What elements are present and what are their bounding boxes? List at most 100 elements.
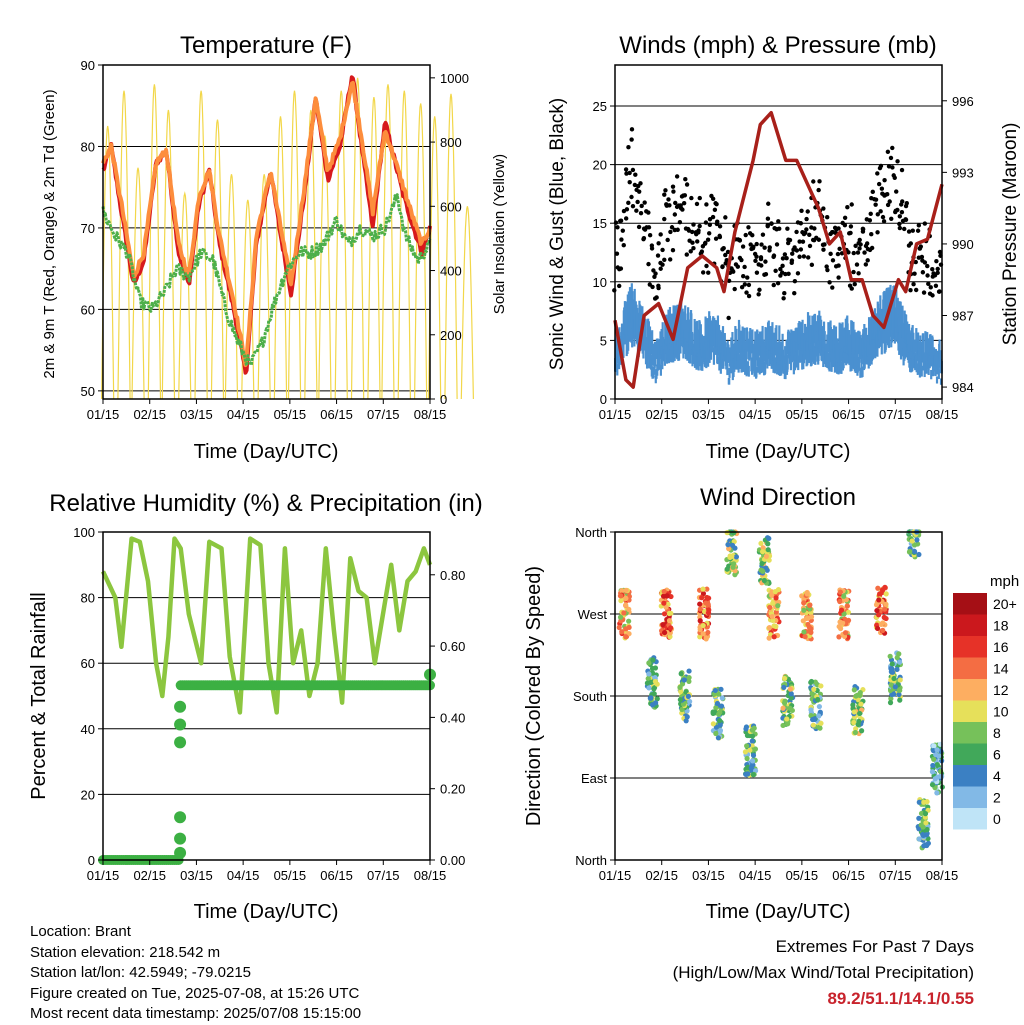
direction-point [686,678,692,685]
wind-mark [854,360,857,374]
legend-swatch [953,657,987,679]
gust-point [934,258,939,264]
direction-point [744,743,750,749]
gust-point [842,223,848,228]
direction-point [929,782,936,788]
direction-point [766,635,772,641]
wind-mark [774,357,777,372]
gust-point [778,266,783,272]
wind-mark [751,329,754,353]
y-tick-label: 987 [952,309,974,324]
y-tick-label: 0.60 [440,639,465,654]
winds-xlabel: Time (Day/UTC) [706,441,851,463]
y-tick-label: 15 [593,216,607,231]
gust-point [825,267,830,273]
direction-point [879,587,886,593]
gust-point [769,221,774,226]
gust-point [660,247,665,253]
legend-label: 6 [993,747,1001,763]
gust-point [857,237,862,243]
gust-point [913,259,918,265]
direction-point [816,713,822,719]
gust-point [842,215,848,220]
wind-mark [911,357,914,372]
direction-point [845,609,852,615]
wind-mark [707,350,710,367]
legend-swatch [953,636,987,658]
direction-point [837,598,843,605]
winds-plot-area: 01/15 02/15 03/15 04/15 05/15 06/15 07/15 08/15… [593,94,974,422]
direction-point [752,746,759,752]
direction-point [781,675,788,682]
gust-point [921,290,927,295]
gust-point [684,182,690,187]
direction-point [855,721,861,728]
gust-point [895,207,900,213]
direction-point [930,762,936,769]
gust-point [916,223,922,228]
y-tick-label: 0.20 [440,782,465,797]
direction-point [765,541,771,547]
gust-point [783,271,788,277]
gust-point [759,242,764,247]
direction-point [623,602,629,608]
gust-point [852,281,857,287]
direction-point [729,553,735,560]
wind-mark [937,369,940,380]
wind-mark [644,318,647,347]
gust-point [689,229,695,235]
y-tick-label: 20 [81,787,95,802]
x-tick-label: 03/15 [180,407,213,422]
gust-point [758,256,764,262]
y-tick-label: 800 [440,135,462,150]
direction-point [914,537,920,543]
x-tick-label: 06/15 [832,407,865,422]
x-tick-label: 03/15 [180,868,213,883]
direction-point [732,545,738,551]
y-tick-label: 1000 [440,71,469,86]
direction-point [921,843,927,849]
gust-point [672,212,678,217]
gust-point [760,232,766,237]
solar-curve [161,109,176,400]
wind-mark [755,367,758,378]
gust-point [655,253,661,258]
y-tick-label: 60 [81,302,95,317]
wind-mark [677,305,680,338]
gust-point [759,263,764,268]
direction-point [887,700,894,706]
direction-point [772,589,778,595]
gust-point [668,229,673,235]
station-latlon: Station lat/lon: 42.5949; -79.0215 [30,964,252,981]
legend-swatch [953,765,987,787]
direction-point [934,747,940,753]
gust-point [795,271,801,276]
direction-point [700,622,706,629]
wind-mark [717,324,721,350]
gust-point [627,170,632,176]
direction-point [916,551,922,558]
wind-mark [929,334,932,356]
direction-point [801,607,807,613]
gust-point [662,257,667,262]
gust-point [704,263,709,269]
direction-point [715,735,721,741]
gust-point [663,188,668,193]
gust-point [646,261,651,267]
direction-point [804,591,810,597]
direction-point [765,547,771,553]
gust-point [862,250,867,255]
gust-point [629,127,635,132]
direction-point [705,610,712,616]
direction-point [651,686,657,692]
gust-point [869,232,874,237]
direction-point [801,629,807,635]
wind-mark [845,348,848,366]
wind-mark [697,349,701,366]
gust-point [786,271,791,277]
direction-point [646,671,652,677]
gust-point [742,282,748,287]
wind-mark [865,327,868,352]
gust-point [892,175,897,180]
direction-point [678,671,684,677]
